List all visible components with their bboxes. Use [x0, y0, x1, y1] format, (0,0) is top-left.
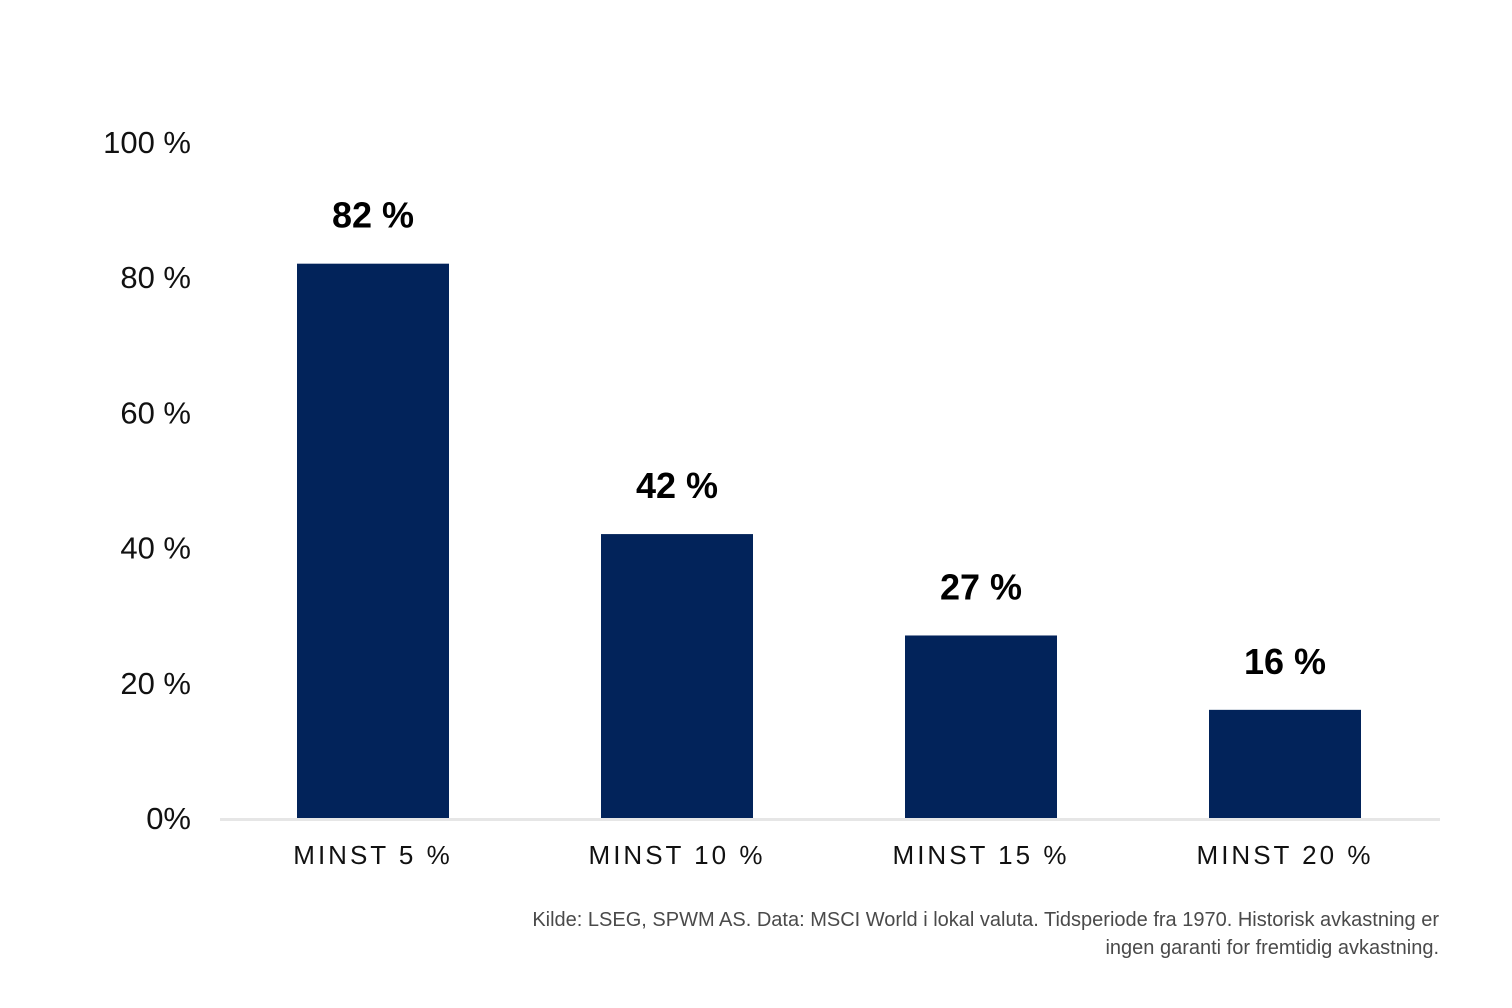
- bars: [297, 263, 1361, 818]
- bar: [1209, 709, 1361, 818]
- data-labels: 82 % 42 % 27 % 16 %: [332, 195, 1326, 682]
- y-tick-label: 100 %: [103, 125, 191, 160]
- x-category-label: MINST 10 %: [589, 840, 766, 870]
- x-category-label: MINST 5 %: [293, 840, 452, 870]
- y-tick-label: 0%: [146, 801, 191, 836]
- bar: [601, 534, 753, 818]
- x-axis-categories: MINST 5 % MINST 10 % MINST 15 % MINST 20 %: [293, 840, 1374, 870]
- bar-value-label: 82 %: [332, 195, 414, 236]
- footnote-line-1: Kilde: LSEG, SPWM AS. Data: MSCI World i…: [532, 909, 1439, 931]
- y-tick-label: 40 %: [120, 531, 191, 566]
- source-footnote: Kilde: LSEG, SPWM AS. Data: MSCI World i…: [479, 906, 1439, 962]
- bar: [297, 263, 449, 818]
- x-category-label: MINST 20 %: [1197, 840, 1374, 870]
- bar: [905, 635, 1057, 818]
- bar-value-label: 42 %: [636, 465, 718, 506]
- y-tick-label: 60 %: [120, 395, 191, 430]
- bar-value-label: 27 %: [940, 566, 1022, 607]
- y-axis-ticks: 0% 20 % 40 % 60 % 80 % 100 %: [103, 125, 191, 836]
- y-tick-label: 20 %: [120, 666, 191, 701]
- footnote-line-2: ingen garanti for fremtidig avkastning.: [1105, 937, 1439, 959]
- y-tick-label: 80 %: [120, 260, 191, 295]
- x-category-label: MINST 15 %: [893, 840, 1070, 870]
- bar-value-label: 16 %: [1244, 641, 1326, 682]
